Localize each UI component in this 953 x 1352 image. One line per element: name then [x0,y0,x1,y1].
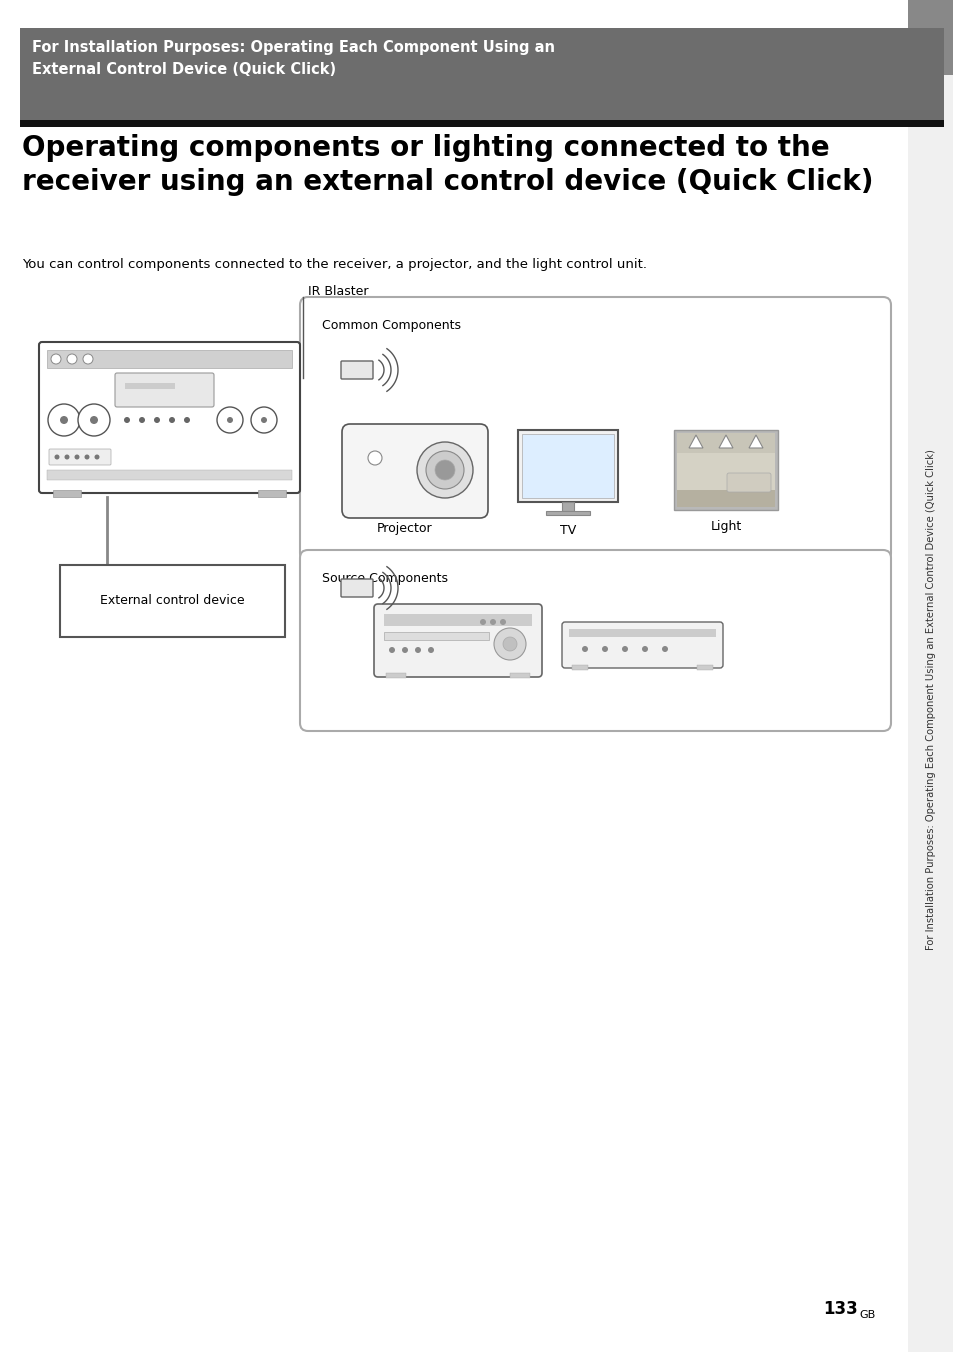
Circle shape [389,648,395,653]
Circle shape [368,452,381,465]
Bar [677,433,774,507]
Circle shape [401,648,408,653]
FancyBboxPatch shape [340,579,373,598]
Circle shape [251,407,276,433]
Circle shape [494,627,525,660]
Circle shape [216,407,243,433]
Text: Operating components or lighting connected to the
receiver using an external con: Operating components or lighting connect… [22,134,873,196]
Circle shape [416,442,473,498]
Circle shape [60,416,68,425]
Bar [47,350,292,368]
Circle shape [490,619,496,625]
Circle shape [90,416,98,425]
FancyBboxPatch shape [341,425,488,518]
Text: You can control components connected to the receiver, a projector, and the light: You can control components connected to … [22,258,646,270]
Circle shape [641,646,647,652]
Bar [907,0,953,74]
FancyBboxPatch shape [49,449,111,465]
Bar [545,511,589,515]
Polygon shape [719,435,732,448]
Circle shape [601,646,607,652]
Bar [568,629,716,637]
Circle shape [227,416,233,423]
Circle shape [65,454,70,460]
Bar [20,120,943,127]
Circle shape [499,619,505,625]
Text: For Installation Purposes: Operating Each Component Using an External Control De: For Installation Purposes: Operating Eac… [925,450,935,950]
Bar [510,673,530,677]
Circle shape [124,416,130,423]
Text: Projector: Projector [376,522,433,535]
Bar [673,430,778,510]
Text: Light: Light [710,521,740,533]
Circle shape [78,404,110,435]
Text: For Installation Purposes: Operating Each Component Using an
External Control De: For Installation Purposes: Operating Eac… [32,41,555,77]
Polygon shape [748,435,762,448]
FancyBboxPatch shape [299,297,890,561]
Bar [257,489,286,498]
Circle shape [83,354,92,364]
FancyBboxPatch shape [374,604,541,677]
Bar [60,565,285,637]
Text: TV: TV [559,525,576,537]
Circle shape [67,354,77,364]
Circle shape [85,454,90,460]
Circle shape [139,416,145,423]
Text: GB: GB [858,1310,874,1320]
Circle shape [428,648,434,653]
Circle shape [51,354,61,364]
Bar [677,489,774,507]
Circle shape [415,648,420,653]
Bar [697,665,712,671]
Polygon shape [688,435,702,448]
Circle shape [581,646,587,652]
Circle shape [74,454,79,460]
Bar [386,673,406,677]
Circle shape [661,646,667,652]
FancyBboxPatch shape [726,473,770,492]
Bar [20,28,943,120]
Circle shape [48,404,80,435]
Circle shape [479,619,485,625]
Circle shape [184,416,190,423]
Circle shape [153,416,160,423]
FancyBboxPatch shape [115,373,213,407]
Bar [907,74,953,1352]
Text: 133: 133 [822,1301,857,1318]
Text: IR Blaster: IR Blaster [308,285,368,297]
Text: External control device: External control device [100,595,245,607]
Bar [521,434,614,498]
FancyBboxPatch shape [299,550,890,731]
FancyBboxPatch shape [340,361,373,379]
Circle shape [261,416,267,423]
Bar [125,383,174,389]
Bar [384,631,489,639]
Bar [47,470,292,480]
Circle shape [502,637,517,652]
Circle shape [621,646,627,652]
FancyBboxPatch shape [39,342,299,493]
Circle shape [54,454,59,460]
Circle shape [435,460,455,480]
Circle shape [94,454,99,460]
Bar [572,665,587,671]
Bar [517,430,618,502]
Circle shape [426,452,463,489]
Text: Common Components: Common Components [322,319,460,333]
Bar [677,433,774,453]
Text: Source Components: Source Components [322,572,448,585]
Bar [53,489,81,498]
Bar [561,502,574,511]
FancyBboxPatch shape [561,622,722,668]
Bar [384,614,532,626]
Circle shape [169,416,174,423]
